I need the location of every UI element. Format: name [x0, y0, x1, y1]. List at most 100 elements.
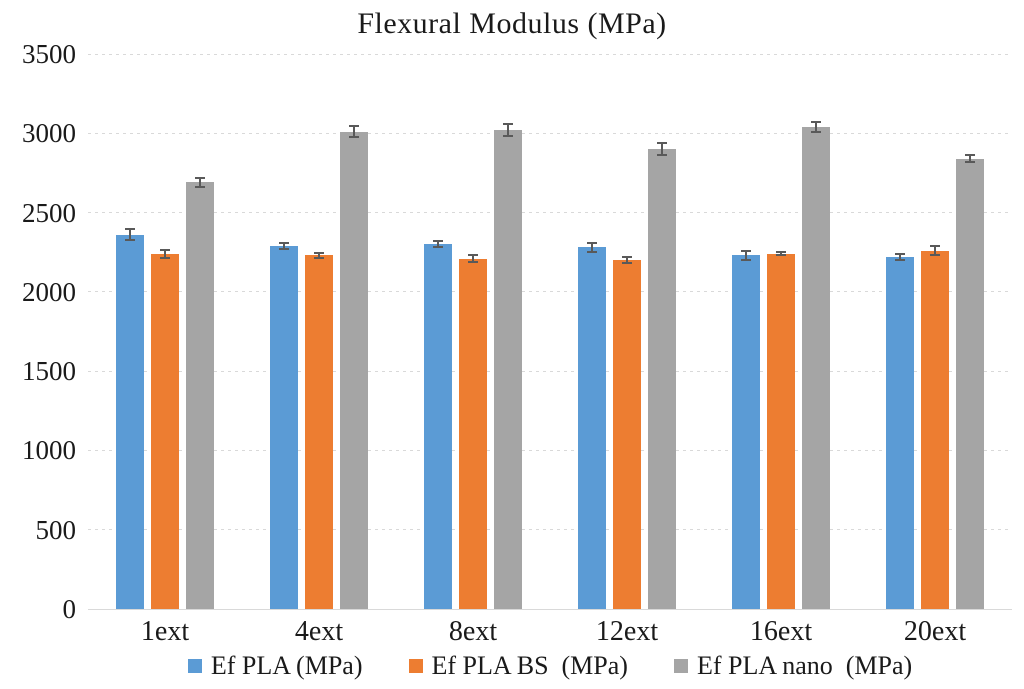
error-bar	[279, 241, 289, 250]
bar	[424, 244, 452, 609]
x-tick-label: 16ext	[749, 616, 813, 647]
y-tick-label: 3500	[22, 39, 76, 69]
y-tick-label: 3000	[22, 118, 76, 149]
error-bar	[125, 228, 135, 242]
error-bar-cap-bottom	[349, 136, 359, 139]
error-bar-cap-bottom	[811, 131, 821, 134]
error-bar-cap-bottom	[195, 186, 205, 188]
error-bar-cap-bottom	[503, 135, 513, 138]
y-tick-label: 2500	[22, 197, 76, 228]
bar	[116, 234, 144, 609]
y-tick-label: 2000	[22, 276, 76, 307]
legend-swatch	[408, 659, 423, 673]
gridline	[88, 53, 1012, 55]
bar	[578, 247, 606, 609]
bar	[270, 245, 298, 609]
error-bar-cap-top	[195, 176, 205, 179]
error-bar	[160, 249, 170, 259]
error-bar-cap-bottom	[125, 239, 135, 242]
bar	[802, 126, 830, 609]
error-bar	[657, 142, 667, 157]
legend: Ef PLA (MPa) Ef PLA BS (MPa) Ef PLA nano (…	[88, 651, 1012, 681]
error-bar-cap-top	[776, 251, 786, 254]
error-bar-cap-top	[895, 253, 905, 256]
legend-label: Ef PLA (MPa)	[210, 651, 363, 680]
error-bar-cap-bottom	[930, 254, 940, 257]
x-tick-label: 20ext	[903, 616, 967, 647]
error-bar-cap-top	[503, 122, 513, 125]
y-tick-label: 1500	[22, 356, 76, 387]
error-bar	[811, 120, 821, 134]
error-bar-line	[745, 249, 747, 261]
error-bar-cap-top	[657, 142, 667, 145]
bar	[921, 250, 949, 609]
bar	[186, 182, 214, 609]
legend-item: Ef PLA nano (MPa)	[673, 651, 913, 681]
error-bar	[895, 253, 905, 261]
error-bar-line	[472, 253, 474, 264]
error-bar-cap-top	[349, 125, 359, 128]
error-bar-line	[164, 249, 166, 259]
error-bar-cap-bottom	[160, 256, 170, 259]
error-bar-cap-bottom	[776, 254, 786, 257]
bar	[494, 130, 522, 609]
error-bar	[195, 176, 205, 188]
error-bar-line	[507, 122, 509, 138]
error-bar-line	[591, 241, 593, 254]
bar	[648, 149, 676, 609]
error-bar-cap-top	[160, 249, 170, 252]
gridline	[88, 291, 1012, 293]
error-bar-cap-top	[433, 240, 443, 243]
gridline	[88, 132, 1012, 134]
error-bar-cap-top	[930, 245, 940, 248]
error-bar-cap-bottom	[741, 258, 751, 261]
error-bar-line	[969, 153, 971, 164]
x-tick-label: 8ext	[448, 616, 498, 647]
error-bar	[433, 240, 443, 249]
gridline	[88, 370, 1012, 372]
error-bar-line	[318, 252, 320, 259]
legend-label: Ef PLA nano (MPa)	[696, 651, 913, 680]
error-bar-cap-bottom	[965, 161, 975, 164]
bar	[732, 255, 760, 609]
error-bar	[314, 252, 324, 259]
gridline	[88, 212, 1012, 214]
x-tick-label: 4ext	[294, 616, 344, 647]
error-bar	[930, 245, 940, 257]
error-bar-cap-bottom	[657, 154, 667, 157]
error-bar-line	[353, 125, 355, 139]
bar	[767, 253, 795, 609]
error-bar-cap-top	[741, 249, 751, 252]
error-bar-cap-top	[811, 120, 821, 123]
legend-item: Ef PLA (MPa)	[187, 651, 363, 681]
error-bar-cap-bottom	[587, 251, 597, 254]
bar	[956, 158, 984, 609]
error-bar-cap-top	[279, 241, 289, 244]
legend-swatch	[187, 659, 202, 673]
error-bar-line	[129, 228, 131, 242]
legend-label: Ef PLA BS (MPa)	[431, 651, 628, 680]
error-bar-cap-top	[314, 252, 324, 255]
error-bar-cap-bottom	[895, 258, 905, 261]
error-bar-line	[661, 142, 663, 157]
error-bar-cap-top	[587, 241, 597, 244]
legend-item: Ef PLA BS (MPa)	[408, 651, 628, 681]
error-bar-cap-top	[468, 253, 478, 256]
error-bar-cap-bottom	[279, 247, 289, 250]
error-bar	[349, 125, 359, 139]
x-tick-label: 12ext	[595, 616, 659, 647]
error-bar-line	[437, 240, 439, 249]
error-bar	[965, 153, 975, 164]
error-bar-cap-top	[125, 228, 135, 231]
gridline	[88, 529, 1012, 531]
y-tick-label: 0	[62, 594, 77, 624]
error-bar	[622, 256, 632, 265]
legend-swatch	[673, 659, 688, 673]
bar	[886, 256, 914, 609]
error-bar-line	[283, 241, 285, 250]
plot-area	[88, 53, 1012, 610]
error-bar-line	[815, 120, 817, 134]
bar	[340, 131, 368, 609]
error-bar	[741, 249, 751, 261]
